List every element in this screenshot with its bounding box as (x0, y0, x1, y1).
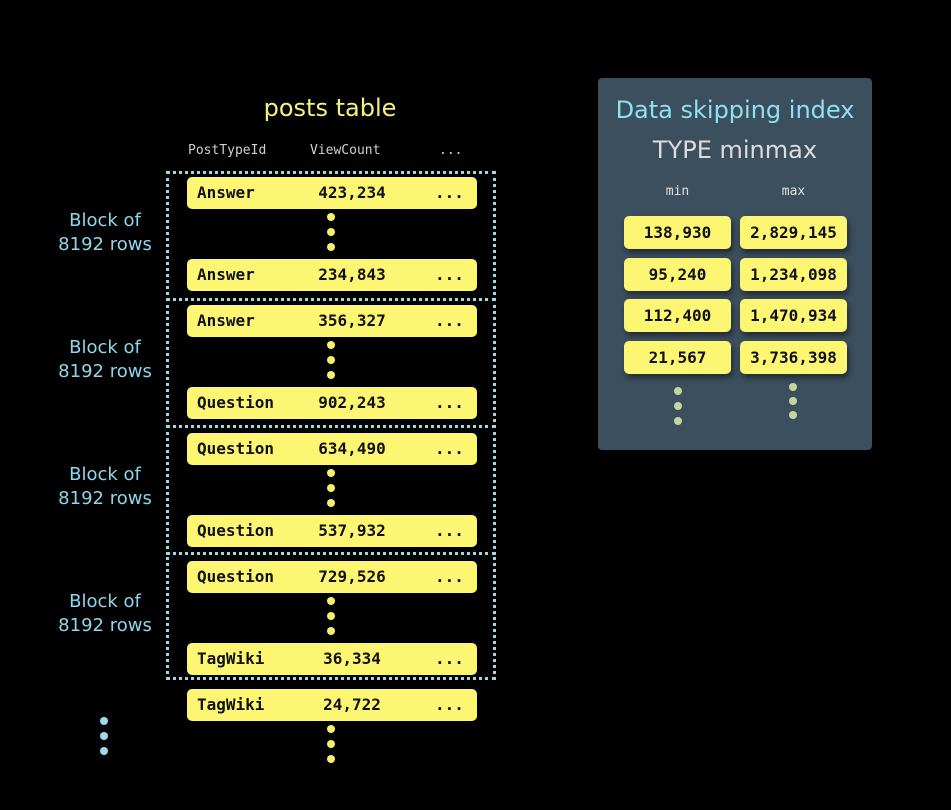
row-more: ... (435, 265, 464, 284)
index-min-cell: 95,240 (624, 258, 731, 291)
table-row: Question 634,490... (187, 433, 477, 465)
max-header: max (781, 184, 806, 199)
index-min-cell: 21,567 (624, 341, 731, 374)
index-min-cell: 112,400 (624, 299, 731, 332)
row-viewcount: 729,526 (318, 567, 386, 586)
row-more: ... (435, 311, 464, 330)
ellipsis-dot-icon (789, 411, 797, 419)
ellipsis-dot-icon (327, 740, 335, 748)
ellipsis-dot-icon (674, 417, 682, 425)
row-viewcount: 634,490 (318, 439, 386, 458)
row-posttypeid: Question (197, 567, 275, 586)
block-label-line2: 8192 rows (58, 615, 152, 636)
row-viewcount: 356,327 (318, 311, 386, 330)
row-viewcount: 36,334 (323, 649, 381, 668)
row-viewcount: 423,234 (318, 183, 386, 202)
row-more: ... (435, 567, 464, 586)
row-more: ... (435, 183, 464, 202)
row-more: ... (435, 393, 464, 412)
ellipsis-dot-icon (100, 747, 108, 755)
index-max-cell: 2,829,145 (740, 216, 847, 249)
block-label-line1: Block of (69, 591, 141, 612)
table-row: TagWiki 36,334... (187, 643, 477, 675)
ellipsis-dot-icon (789, 397, 797, 405)
ellipsis-dot-icon (327, 627, 335, 635)
block-label-line1: Block of (69, 210, 141, 231)
block-label-line2: 8192 rows (58, 488, 152, 509)
min-header: min (665, 184, 690, 199)
block-label: Block of 8192 rows (40, 463, 170, 511)
ellipsis-dot-icon (100, 717, 108, 725)
table-row: Question 537,932... (187, 515, 477, 547)
ellipsis-dot-icon (100, 732, 108, 740)
block-label-line2: 8192 rows (58, 361, 152, 382)
index-max-cell: 3,736,398 (740, 341, 847, 374)
row-viewcount: 24,722 (323, 695, 381, 714)
row-posttypeid: Answer (197, 183, 255, 202)
data-skipping-index-panel: Data skipping index TYPE minmax min max … (598, 78, 872, 450)
block-label: Block of 8192 rows (40, 209, 170, 257)
ellipsis-dot-icon (327, 755, 335, 763)
index-min-cell: 138,930 (624, 216, 731, 249)
row-posttypeid: Question (197, 439, 275, 458)
ellipsis-dot-icon (327, 356, 335, 364)
row-posttypeid: TagWiki (197, 649, 265, 668)
table-row: Answer 423,234... (187, 177, 477, 209)
row-more: ... (435, 649, 464, 668)
column-header-more: ... (439, 143, 463, 158)
column-header-viewcount: ViewCount (310, 143, 381, 158)
ellipsis-dot-icon (327, 243, 335, 251)
ellipsis-dot-icon (327, 213, 335, 221)
ellipsis-dot-icon (327, 371, 335, 379)
table-row: Question 729,526... (187, 561, 477, 593)
row-more: ... (435, 695, 464, 714)
ellipsis-dot-icon (327, 484, 335, 492)
row-posttypeid: Question (197, 393, 275, 412)
ellipsis-dot-icon (327, 499, 335, 507)
ellipsis-dot-icon (327, 597, 335, 605)
ellipsis-dot-icon (327, 725, 335, 733)
block-label: Block of 8192 rows (40, 590, 170, 638)
block-label-line1: Block of (69, 464, 141, 485)
row-more: ... (435, 521, 464, 540)
column-header-posttypeid: PostTypeId (188, 143, 267, 158)
row-viewcount: 234,843 (318, 265, 386, 284)
posts-table-title: posts table (263, 94, 397, 122)
ellipsis-dot-icon (327, 469, 335, 477)
index-type: TYPE minmax (652, 136, 818, 164)
table-row: Question 902,243... (187, 387, 477, 419)
row-viewcount: 902,243 (318, 393, 386, 412)
ellipsis-dot-icon (789, 383, 797, 391)
table-row: TagWiki 24,722... (187, 689, 477, 721)
block-label-line2: 8192 rows (58, 234, 152, 255)
row-block (166, 552, 496, 680)
block-label: Block of 8192 rows (40, 336, 170, 384)
index-title: Data skipping index (615, 96, 855, 124)
row-posttypeid: Answer (197, 265, 255, 284)
row-posttypeid: Question (197, 521, 275, 540)
row-posttypeid: Answer (197, 311, 255, 330)
ellipsis-dot-icon (327, 612, 335, 620)
ellipsis-dot-icon (674, 402, 682, 410)
table-row: Answer 234,843... (187, 259, 477, 291)
ellipsis-dot-icon (327, 228, 335, 236)
index-max-cell: 1,470,934 (740, 299, 847, 332)
table-row: Answer 356,327... (187, 305, 477, 337)
block-label-line1: Block of (69, 337, 141, 358)
index-max-cell: 1,234,098 (740, 258, 847, 291)
row-viewcount: 537,932 (318, 521, 386, 540)
row-posttypeid: TagWiki (197, 695, 265, 714)
row-more: ... (435, 439, 464, 458)
ellipsis-dot-icon (327, 341, 335, 349)
ellipsis-dot-icon (674, 387, 682, 395)
